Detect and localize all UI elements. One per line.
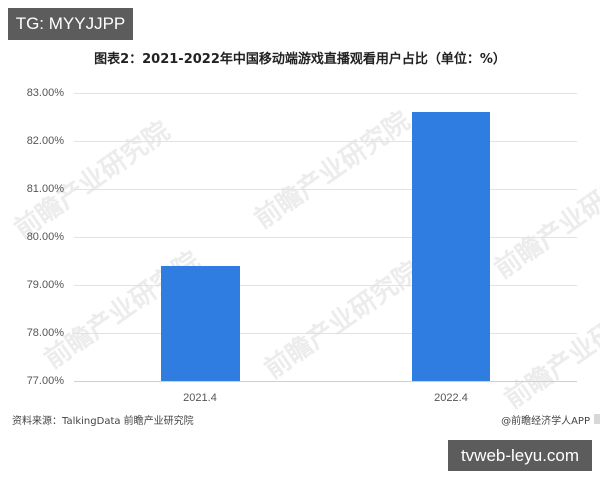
y-tick-label: 81.00% xyxy=(26,183,64,195)
gridline xyxy=(74,93,577,94)
credit-note: @前瞻经济学人APP xyxy=(501,416,590,427)
watermark: 前瞻产业研究院 xyxy=(259,256,426,386)
gridline xyxy=(74,189,577,190)
bar-2021-4 xyxy=(161,265,240,381)
watermark: 前瞻产业研究院 xyxy=(249,106,416,236)
site-watermark-badge: tvweb-leyu.com xyxy=(448,440,592,471)
y-tick-label: 83.00% xyxy=(26,87,64,99)
bar-2022-4 xyxy=(412,112,490,381)
gridline xyxy=(74,333,577,334)
y-tick-label: 82.00% xyxy=(26,135,64,147)
watermark: 前瞻产业研究院 xyxy=(489,156,600,286)
x-tick-label: 2021.4 xyxy=(183,392,217,404)
x-axis-baseline xyxy=(74,381,577,382)
gridline xyxy=(74,237,577,238)
x-tick-label: 2022.4 xyxy=(434,392,468,404)
gridline xyxy=(74,285,577,286)
watermark: 前瞻产业研究院 xyxy=(499,286,600,416)
watermark: 前瞻产业研究院 xyxy=(9,116,176,246)
y-tick-label: 80.00% xyxy=(26,231,64,243)
gridline xyxy=(74,141,577,142)
y-tick-label: 77.00% xyxy=(26,375,64,387)
tg-watermark-badge: TG: MYYJJPP xyxy=(8,8,133,40)
y-tick-label: 79.00% xyxy=(26,279,64,291)
y-tick-label: 78.00% xyxy=(26,327,64,339)
edge-mark xyxy=(594,414,600,424)
source-note: 资料来源：TalkingData 前瞻产业研究院 xyxy=(12,416,194,427)
chart-title: 图表2：2021-2022年中国移动端游戏直播观看用户占比（单位：%） xyxy=(94,52,506,67)
